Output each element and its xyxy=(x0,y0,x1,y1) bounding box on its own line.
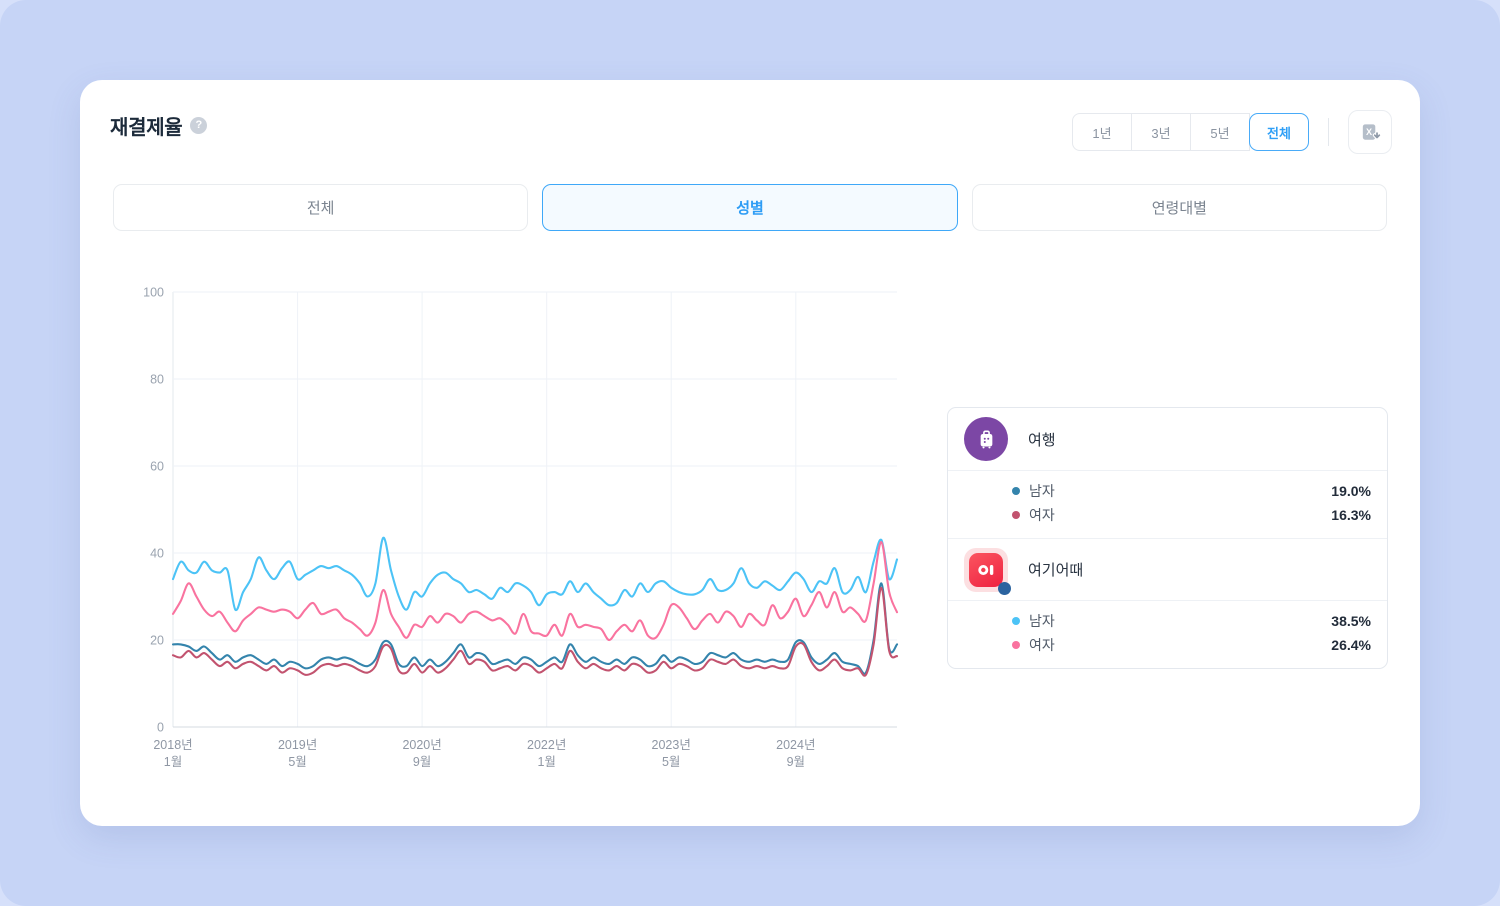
header-right: 1년 3년 5년 전체 X xyxy=(1072,110,1392,154)
excel-export-button[interactable]: X xyxy=(1348,110,1392,154)
svg-text:X: X xyxy=(1366,127,1372,137)
rank-badge-dot xyxy=(998,581,1011,595)
y-axis-label: 20 xyxy=(150,634,164,648)
x-axis-label-month: 1월 xyxy=(164,755,182,769)
y-axis-label: 60 xyxy=(150,460,164,474)
range-selector: 1년 3년 5년 전체 xyxy=(1072,113,1309,151)
x-axis-label-year: 2024년 xyxy=(776,738,815,752)
tab-age-group[interactable]: 연령대별 xyxy=(971,184,1387,231)
series-value: 38.5% xyxy=(1331,613,1371,629)
x-axis-label-month: 5월 xyxy=(288,755,306,769)
legend-group-name: 여기어때 xyxy=(1028,562,1084,579)
series-label: 남자 xyxy=(1029,483,1055,499)
legend-group-yeogieottae: 여기어때 xyxy=(948,538,1387,600)
range-button-1y[interactable]: 1년 xyxy=(1072,113,1132,151)
luggage-icon xyxy=(964,417,1008,461)
legend-row: 남자 19.0% xyxy=(1012,479,1371,503)
repurchase-line-chart[interactable]: 0 20 40 60 80 100 2018년 1월 2019년 5월 2020년 9월 2022년 1월… xyxy=(135,285,915,785)
series-label: 여자 xyxy=(1029,637,1055,653)
series-color-dot xyxy=(1012,617,1020,625)
header-divider xyxy=(1328,118,1329,146)
breakdown-tabs: 전체 성별 연령대별 xyxy=(113,184,1387,231)
series-color-dot xyxy=(1012,511,1020,519)
x-axis-label-month: 1월 xyxy=(537,755,555,769)
series-value: 26.4% xyxy=(1331,637,1371,653)
x-axis-label-year: 2022년 xyxy=(527,738,566,752)
range-button-5y[interactable]: 5년 xyxy=(1190,113,1250,151)
page-title: 재결제율 xyxy=(110,116,183,139)
yeogieottae-logo xyxy=(969,552,1003,587)
series-value: 16.3% xyxy=(1331,507,1371,523)
series-line-여기어때 여자 xyxy=(171,541,899,642)
series-label: 여자 xyxy=(1029,507,1055,523)
y-axis-label: 80 xyxy=(150,373,164,387)
y-axis-label: 0 xyxy=(157,721,164,735)
title-wrap: 재결제율 ? xyxy=(110,110,208,140)
series-line-여행 남자 xyxy=(171,582,899,675)
x-axis-label-year: 2018년 xyxy=(153,738,192,752)
card-header: 재결제율 ? 1년 3년 5년 전체 X xyxy=(110,110,1392,154)
y-axis-label: 40 xyxy=(150,547,164,561)
x-axis-label-year: 2019년 xyxy=(278,738,317,752)
chart-canvas: 0 20 40 60 80 100 2018년 1월 2019년 5월 2020년 9월 2022년 1월… xyxy=(143,286,899,769)
legend-group-travel: 여행 xyxy=(948,408,1387,470)
x-axis-label-year: 2023년 xyxy=(652,738,691,752)
tab-all[interactable]: 전체 xyxy=(113,184,529,231)
series-label: 남자 xyxy=(1029,613,1055,629)
tab-gender[interactable]: 성별 xyxy=(542,184,958,231)
x-axis-label-month: 9월 xyxy=(413,755,431,769)
series-line-여행 여자 xyxy=(171,586,899,677)
series-color-dot xyxy=(1012,641,1020,649)
range-button-all[interactable]: 전체 xyxy=(1249,113,1309,151)
chart-legend-panel: 여행 남자 19.0% 여자 16.3% xyxy=(947,407,1388,669)
series-color-dot xyxy=(1012,487,1020,495)
yeogieottae-app-icon xyxy=(964,547,1011,595)
legend-row: 남자 38.5% xyxy=(1012,609,1371,633)
legend-values-travel: 남자 19.0% 여자 16.3% xyxy=(948,470,1387,538)
series-line-여기어때 남자 xyxy=(171,536,899,612)
x-axis-label-month: 9월 xyxy=(787,755,805,769)
legend-group-name: 여행 xyxy=(1028,431,1056,449)
legend-values-yeogieottae: 남자 38.5% 여자 26.4% xyxy=(948,600,1387,668)
x-axis-label-month: 5월 xyxy=(662,755,680,769)
legend-row: 여자 26.4% xyxy=(1012,633,1371,657)
series-value: 19.0% xyxy=(1331,483,1371,499)
repurchase-rate-card: 재결제율 ? 1년 3년 5년 전체 X xyxy=(80,80,1420,826)
legend-row: 여자 16.3% xyxy=(1012,503,1371,527)
x-axis-label-year: 2020년 xyxy=(402,738,441,752)
range-button-3y[interactable]: 3년 xyxy=(1131,113,1191,151)
y-axis-label: 100 xyxy=(143,286,164,300)
help-icon[interactable]: ? xyxy=(190,116,208,134)
excel-download-icon: X xyxy=(1359,121,1382,144)
